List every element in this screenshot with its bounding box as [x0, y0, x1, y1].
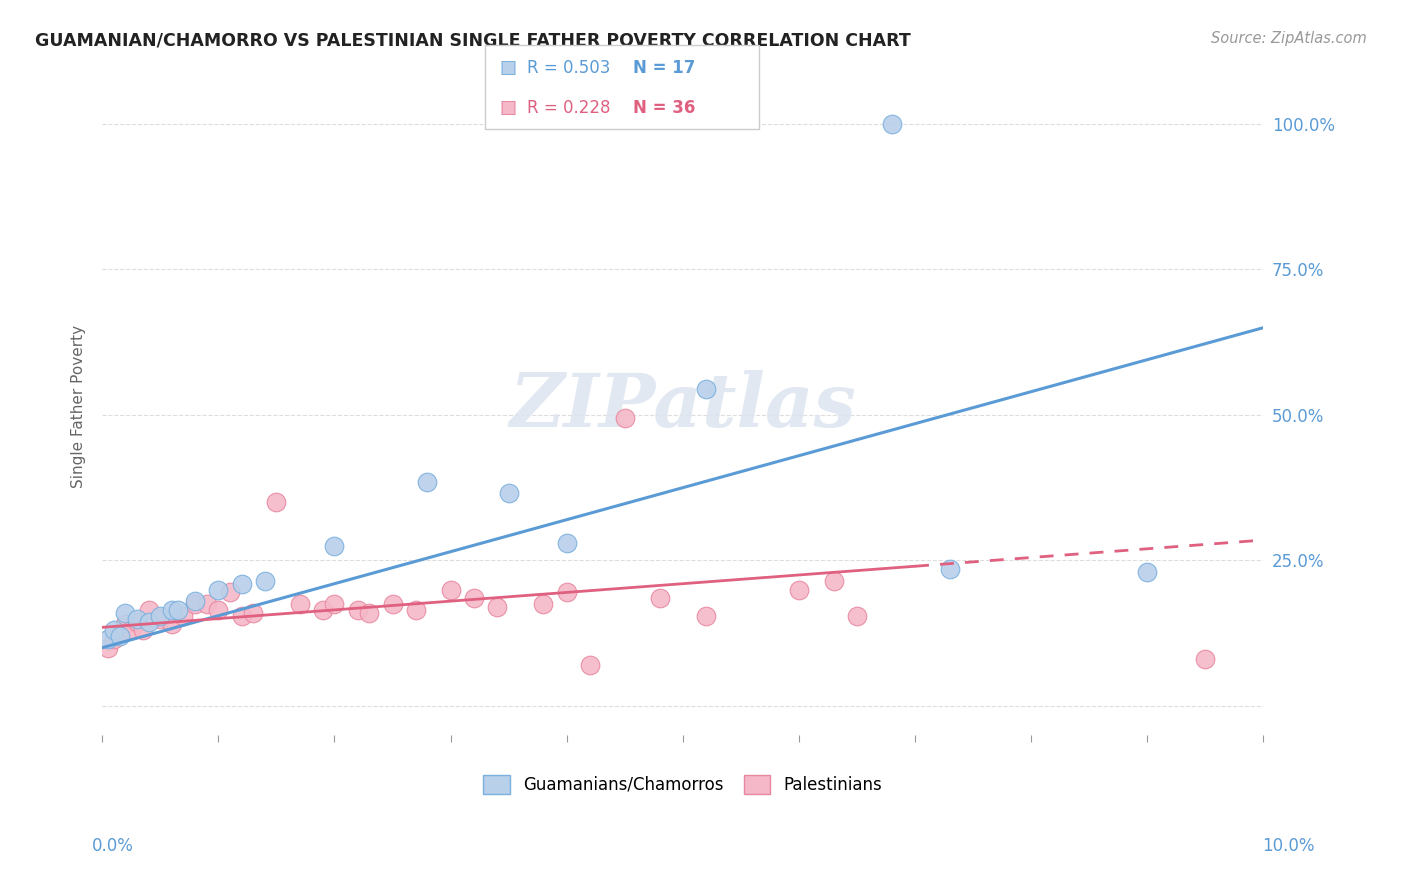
Point — [231, 608, 253, 623]
Point — [1194, 652, 1216, 666]
Text: N = 17: N = 17 — [633, 60, 695, 78]
Point — [266, 495, 288, 509]
Text: ■: ■ — [499, 99, 516, 117]
Point — [149, 608, 172, 623]
Point — [149, 612, 172, 626]
Text: □: □ — [499, 60, 516, 78]
Point — [486, 599, 509, 614]
Text: 10.0%: 10.0% — [1263, 837, 1315, 855]
Point — [439, 582, 461, 597]
Point — [132, 624, 155, 638]
Point — [103, 624, 125, 638]
Point — [125, 615, 148, 629]
Point — [498, 486, 520, 500]
Point — [533, 597, 555, 611]
Point — [207, 582, 229, 597]
Point — [160, 617, 183, 632]
Point — [231, 576, 253, 591]
Point — [405, 603, 427, 617]
Point — [288, 597, 311, 611]
Point — [97, 632, 120, 646]
Point — [1136, 565, 1159, 579]
Point — [695, 608, 717, 623]
Point — [939, 562, 962, 576]
Text: R = 0.228: R = 0.228 — [527, 99, 610, 117]
Text: Source: ZipAtlas.com: Source: ZipAtlas.com — [1211, 31, 1367, 46]
Text: ZIPatlas: ZIPatlas — [509, 370, 856, 442]
Point — [108, 626, 131, 640]
Point — [579, 658, 602, 673]
Text: 0.0%: 0.0% — [91, 837, 134, 855]
Point — [823, 574, 845, 588]
Point — [184, 597, 207, 611]
Point — [207, 603, 229, 617]
Point — [416, 475, 439, 489]
Point — [555, 585, 578, 599]
Point — [160, 603, 183, 617]
Point — [648, 591, 671, 606]
Legend: Guamanians/Chamorros, Palestinians: Guamanians/Chamorros, Palestinians — [475, 766, 891, 802]
Point — [125, 612, 148, 626]
Point — [323, 597, 346, 611]
Y-axis label: Single Father Poverty: Single Father Poverty — [72, 325, 86, 488]
Point — [97, 640, 120, 655]
Text: GUAMANIAN/CHAMORRO VS PALESTINIAN SINGLE FATHER POVERTY CORRELATION CHART: GUAMANIAN/CHAMORRO VS PALESTINIAN SINGLE… — [35, 31, 911, 49]
Point — [787, 582, 810, 597]
Point — [103, 632, 125, 646]
Point — [323, 539, 346, 553]
Point — [381, 597, 404, 611]
Point — [846, 608, 869, 623]
Point — [166, 603, 188, 617]
Text: N = 36: N = 36 — [633, 99, 695, 117]
Text: R = 0.503: R = 0.503 — [527, 60, 610, 78]
Point — [346, 603, 368, 617]
Point — [114, 617, 136, 632]
Text: ■: ■ — [499, 60, 516, 78]
Point — [880, 117, 903, 131]
Point — [219, 585, 242, 599]
Point — [242, 606, 264, 620]
Point — [138, 615, 160, 629]
Point — [613, 410, 636, 425]
Point — [359, 606, 381, 620]
Point — [184, 594, 207, 608]
Point — [195, 597, 218, 611]
Point — [138, 603, 160, 617]
Point — [108, 629, 131, 643]
Point — [555, 536, 578, 550]
Point — [114, 606, 136, 620]
Point — [253, 574, 276, 588]
Text: □: □ — [499, 99, 516, 117]
Point — [695, 382, 717, 396]
Point — [120, 624, 142, 638]
Point — [173, 608, 195, 623]
Point — [463, 591, 485, 606]
Point — [312, 603, 335, 617]
